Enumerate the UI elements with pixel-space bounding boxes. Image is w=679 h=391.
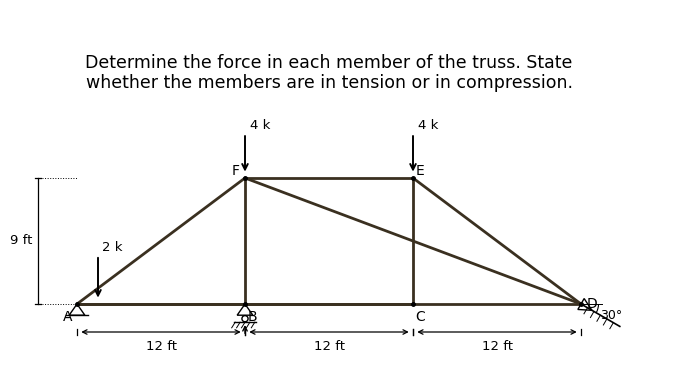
Text: 12 ft: 12 ft: [145, 340, 177, 353]
Text: C: C: [415, 310, 425, 324]
Text: A: A: [62, 310, 72, 324]
Text: 9 ft: 9 ft: [10, 235, 32, 248]
Text: 30°: 30°: [600, 309, 623, 322]
Text: B: B: [247, 310, 257, 324]
Text: 12 ft: 12 ft: [314, 340, 344, 353]
Text: F: F: [232, 164, 239, 178]
Text: 2 k: 2 k: [103, 240, 123, 254]
Text: whether the members are in tension or in compression.: whether the members are in tension or in…: [86, 74, 572, 92]
Text: 4 k: 4 k: [250, 119, 270, 132]
Text: 12 ft: 12 ft: [481, 340, 513, 353]
Text: 4 k: 4 k: [418, 119, 438, 132]
Text: Determine the force in each member of the truss. State: Determine the force in each member of th…: [86, 54, 572, 72]
Text: D: D: [587, 297, 598, 311]
Text: E: E: [416, 164, 424, 178]
